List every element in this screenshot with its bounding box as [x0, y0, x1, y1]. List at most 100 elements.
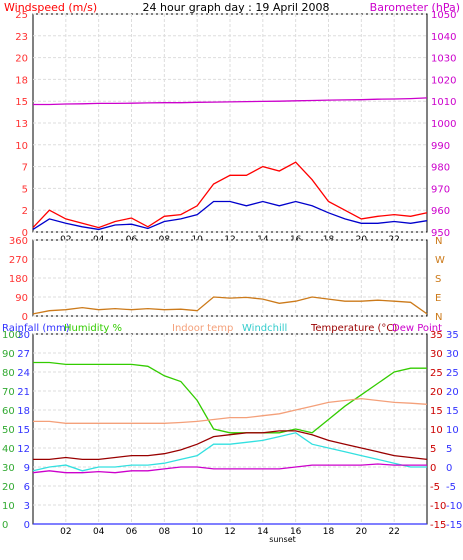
windspeed-tick: 10: [15, 141, 28, 152]
rainfall-tick: 24: [17, 368, 30, 379]
windspeed-tick: 18: [15, 75, 28, 86]
barometer-tick: 1000: [431, 119, 456, 130]
temperature-tick: 25: [430, 368, 443, 379]
wind-avg-line: [32, 200, 428, 231]
humidity-label: Humidity %: [64, 323, 122, 334]
dewpoint-tick: 0: [446, 463, 452, 474]
temperature-tick: 0: [430, 463, 436, 474]
humidity-tick: 0: [2, 520, 8, 531]
barometer-tick: 970: [431, 184, 450, 195]
barometer-tick: 1040: [431, 32, 456, 43]
barometer-tick: 1030: [431, 54, 456, 65]
humidity-tick: 30: [2, 463, 15, 474]
direction-degree-tick: 90: [15, 293, 28, 304]
rainfall-tick: 15: [17, 425, 30, 436]
temp-x-tick: 10: [191, 527, 203, 537]
rainfall-label: Rainfall (mm): [2, 323, 70, 334]
temperature-tick: -10: [430, 501, 446, 512]
dewpoint-tick: -5: [446, 482, 456, 493]
humidity-tick: 40: [2, 444, 15, 455]
graph-title: 24 hour graph day : 19 April 2008: [143, 1, 330, 14]
direction-compass-tick: N: [435, 312, 442, 323]
barometer-tick: 990: [431, 141, 450, 152]
temperature-tick: 35: [430, 330, 443, 341]
temp-x-tick: 14: [257, 527, 269, 537]
indoor-line: [33, 397, 428, 424]
windchill-line: [32, 432, 427, 472]
humidity-tick: 10: [2, 501, 15, 512]
barometer-tick: 1020: [431, 75, 456, 86]
humidity-tick: 60: [2, 406, 15, 417]
windspeed-tick: 23: [15, 32, 28, 43]
temperature-label: Temperature (°C): [310, 323, 397, 334]
rainfall-tick: 9: [24, 463, 30, 474]
humidity-tick: 80: [2, 368, 15, 379]
rainfall-tick: 21: [17, 387, 30, 398]
barometer-tick: 980: [431, 163, 450, 174]
wind-gust-line: [32, 161, 428, 229]
direction-compass-tick: W: [435, 255, 445, 266]
temp-x-tick: 20: [356, 527, 368, 537]
temperature-tick: 10: [430, 425, 443, 436]
temp-x-tick: 16: [290, 527, 302, 537]
temp-x-tick: 18: [323, 527, 335, 537]
temp-x-tick: 22: [388, 527, 399, 537]
direction-degree-tick: 180: [9, 274, 28, 285]
rainfall-tick: 12: [17, 444, 30, 455]
barometer-axis-label: Barometer (hPa): [370, 1, 460, 14]
rainfall-tick: 27: [17, 349, 30, 360]
windspeed-tick: 15: [15, 97, 28, 108]
barometer-line: [33, 97, 428, 106]
windspeed-tick: 25: [15, 10, 28, 21]
windspeed-tick: 13: [15, 119, 28, 130]
humidity-tick: 20: [2, 482, 15, 493]
rainfall-tick: 0: [24, 520, 30, 531]
humidity-tick: 50: [2, 425, 15, 436]
humidity-tick: 100: [2, 330, 21, 341]
temp-x-tick: 06: [126, 527, 138, 537]
direction-degree-tick: 360: [9, 236, 28, 247]
temp-x-tick: 04: [93, 527, 105, 537]
dewpoint-tick: 20: [446, 387, 459, 398]
dewpoint-tick: -15: [446, 520, 462, 531]
temperature-tick: 30: [430, 349, 443, 360]
temp-sunset-label: sunset: [269, 535, 296, 544]
windspeed-tick: 20: [15, 54, 28, 65]
dewpoint-tick: 25: [446, 368, 459, 379]
rainfall-tick: 6: [24, 482, 30, 493]
direction-degree-tick: 270: [9, 255, 28, 266]
dewpoint-line: [32, 463, 427, 474]
humidity-tick: 70: [2, 387, 15, 398]
windchill-label: Windchill: [242, 323, 287, 334]
dewpoint-tick: 30: [446, 349, 459, 360]
direction-degree-tick: 0: [22, 312, 28, 323]
temp-x-tick: 08: [159, 527, 171, 537]
dewpoint-label: Dew Point: [392, 323, 442, 334]
temperature-line: [33, 430, 428, 461]
dewpoint-tick: 35: [446, 330, 459, 341]
temp-x-tick: 02: [60, 527, 71, 537]
windspeed-tick: 5: [22, 184, 28, 195]
barometer-tick: 950: [431, 228, 450, 239]
direction-compass-tick: N: [435, 236, 442, 247]
direction-compass-tick: E: [435, 293, 441, 304]
dewpoint-tick: 15: [446, 406, 459, 417]
direction-compass-tick: S: [435, 274, 441, 285]
humidity-tick: 90: [2, 349, 15, 360]
temperature-tick: 20: [430, 387, 443, 398]
rainfall-tick: 18: [17, 406, 30, 417]
humidity-line: [33, 361, 427, 434]
temperature-tick: 5: [430, 444, 436, 455]
rainfall-tick: 30: [17, 330, 30, 341]
temp-x-tick: 12: [224, 527, 235, 537]
dewpoint-tick: 10: [446, 425, 459, 436]
windspeed-tick: 0: [22, 228, 28, 239]
windspeed-tick: 2: [22, 206, 28, 217]
indoor-temp-label: Indoor temp: [172, 323, 233, 334]
windspeed-axis-label: Windspeed (m/s): [4, 1, 97, 14]
wind-direction-line: [32, 296, 428, 315]
rainfall-tick: 3: [24, 501, 30, 512]
barometer-tick: 1050: [431, 10, 456, 21]
barometer-tick: 960: [431, 206, 450, 217]
